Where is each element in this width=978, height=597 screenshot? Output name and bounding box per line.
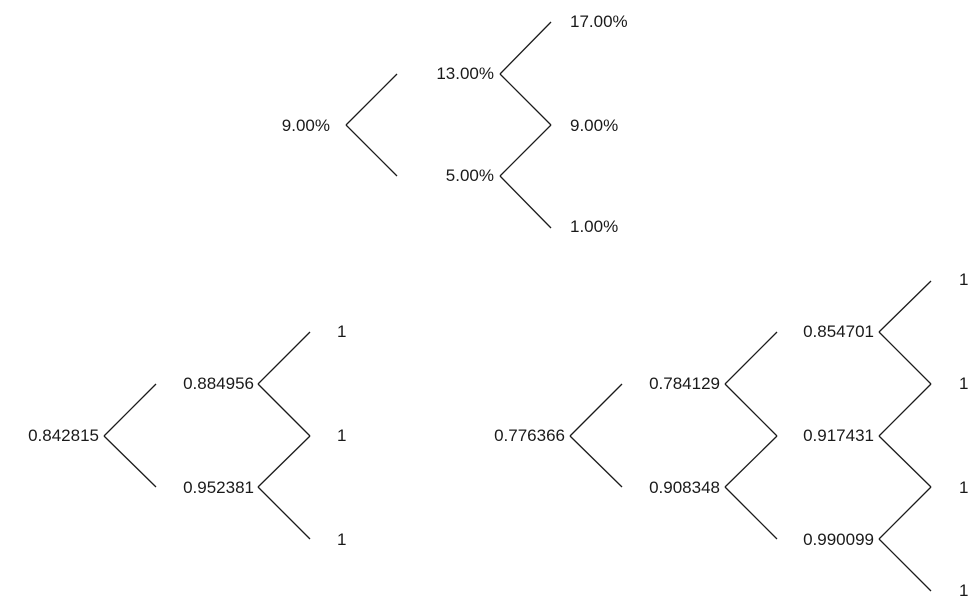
price3-edge-down-dd: [724, 486, 778, 540]
rate-down-node: 5.00%: [445, 166, 494, 185]
rate-root-node: 9.00%: [281, 116, 330, 135]
rate-edge-up-uu: [499, 21, 552, 75]
rate-up-node: 13.00%: [436, 64, 494, 83]
price3-edge-down-ud: [724, 435, 778, 488]
price3-edge-root-down: [569, 435, 623, 488]
price3-ud-node: 0.917431: [803, 426, 874, 445]
price3-udd-node: 1: [959, 478, 969, 497]
price2-up-node: 0.884956: [183, 374, 254, 393]
price2-ud-node: 1: [337, 426, 347, 445]
price2-edge-down-ud: [257, 435, 311, 488]
price3-edge-dd-ddd: [878, 538, 932, 592]
rate-edge-up-ud: [499, 73, 552, 126]
price2-edge-root-down: [103, 435, 157, 488]
price2-edge-up-uu: [257, 331, 311, 385]
price2-dd-node: 1: [337, 530, 347, 549]
price3-down-node: 0.908348: [649, 478, 720, 497]
price2-down-node: 0.952381: [183, 478, 254, 497]
rate-uu-node: 17.00%: [570, 12, 628, 31]
rate-edge-down-ud: [499, 124, 552, 177]
price3-uuu-node: 1: [959, 270, 969, 289]
price3-edge-ud-udd: [878, 435, 932, 488]
rate-edge-down-dd: [499, 175, 552, 229]
price2-edge-up-ud: [257, 383, 311, 437]
rate-edge-root-down: [345, 124, 398, 177]
price3-ddd-node: 1: [959, 581, 969, 597]
price2-edge-down-dd: [257, 486, 311, 540]
price2-edge-root-up: [103, 383, 157, 437]
price3-edge-uu-uuu: [878, 280, 932, 333]
price3-edge-up-uu: [724, 331, 778, 385]
rate-ud-node: 9.00%: [570, 116, 619, 135]
price3-edge-ud-uud: [878, 383, 932, 437]
price3-edge-uu-uud: [878, 331, 932, 385]
price3-edge-root-up: [569, 383, 623, 437]
rate-dd-node: 1.00%: [570, 217, 619, 236]
price3-edge-dd-udd: [878, 486, 932, 540]
price3-up-node: 0.784129: [649, 374, 720, 393]
price3-root-node: 0.776366: [494, 426, 565, 445]
price3-uud-node: 1: [959, 374, 969, 393]
rate-edge-root-up: [345, 73, 398, 126]
price3-dd-node: 0.990099: [803, 530, 874, 549]
price3-uu-node: 0.854701: [803, 322, 874, 341]
price2-root-node: 0.842815: [28, 426, 99, 445]
price3-edge-up-ud: [724, 383, 778, 437]
price2-uu-node: 1: [337, 322, 347, 341]
